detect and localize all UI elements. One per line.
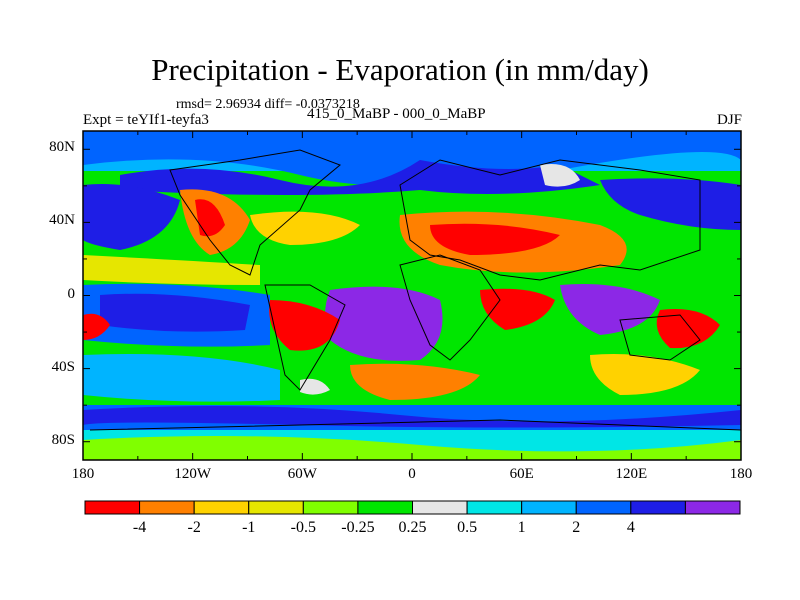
colorbar-box <box>521 500 577 515</box>
colorbar-box <box>575 500 632 515</box>
colorbar-label: 4 <box>626 519 635 536</box>
colorbar-box <box>302 500 359 515</box>
continent-outlines <box>89 149 742 431</box>
colorbar <box>84 500 741 515</box>
colorbar-box <box>684 500 741 515</box>
longitude-label: 60E <box>509 466 534 482</box>
longitude-label: 120E <box>615 466 648 482</box>
longitude-label: 180 <box>729 466 753 482</box>
colorbar-label: -1 <box>242 519 256 536</box>
colorbar-label: 0.25 <box>398 519 427 536</box>
colorbar-box <box>630 500 686 515</box>
colorbar-label: -0.25 <box>341 519 375 536</box>
colorbar-label: -0.5 <box>290 519 316 536</box>
period-label: 415_0_MaBP - 000_0_MaBP <box>307 106 486 122</box>
colorbar-label: 0.5 <box>457 519 478 536</box>
longitude-label: 0 <box>408 466 416 482</box>
latitude-label: 40N <box>49 212 75 229</box>
longitude-label: 60W <box>287 466 317 482</box>
map-field <box>83 131 741 460</box>
axis-ticks <box>82 131 742 460</box>
colorbar-box <box>412 500 468 515</box>
colorbar-label: 1 <box>517 519 526 536</box>
latitude-label: 0 <box>67 285 76 302</box>
colorbar-label: -4 <box>132 519 147 536</box>
colorbar-box <box>357 500 413 515</box>
map-title: Precipitation - Evaporation (in mm/day) <box>151 52 649 87</box>
longitude-label: 120W <box>174 466 211 482</box>
longitude-label: 180 <box>71 466 95 482</box>
colorbar-box <box>139 500 195 515</box>
colorbar-box <box>193 500 250 515</box>
colorbar-box <box>466 500 523 515</box>
colorbar-label: 2 <box>572 519 581 536</box>
colorbar-label: -2 <box>187 519 201 536</box>
latitude-label: 40S <box>51 358 75 375</box>
experiment-label: Expt = teYIf1-teyfa3 <box>83 112 209 128</box>
colorbar-box <box>248 500 304 515</box>
latitude-label: 80S <box>51 431 75 448</box>
season-label: DJF <box>716 112 742 128</box>
latitude-label: 80N <box>49 139 75 156</box>
colorbar-box <box>84 500 141 515</box>
rmsd-diff-stats: rmsd= 2.96934 diff= -0.0373218 <box>176 97 360 112</box>
